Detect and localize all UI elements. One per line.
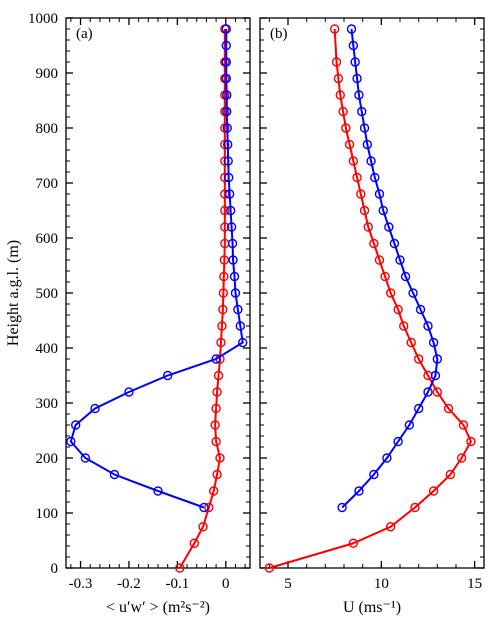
yaxis-label-text: Height a.g.l. (m) — [5, 240, 22, 346]
svg-text:900: 900 — [36, 66, 59, 82]
svg-text:5: 5 — [284, 576, 292, 592]
svg-text:800: 800 — [36, 121, 59, 137]
chart-svg: -0.3 -0.2 -0.1 0 0 100 200 300 400 500 600 700 800 90… — [0, 0, 500, 636]
svg-text:0: 0 — [51, 561, 59, 577]
svg-text:700: 700 — [36, 176, 59, 192]
svg-text:1000: 1000 — [28, 11, 58, 27]
svg-text:-0.2: -0.2 — [117, 576, 141, 592]
svg-text:(b): (b) — [270, 26, 288, 42]
panel-b: 5 10 15 (b) U (ms⁻¹) — [260, 18, 484, 616]
svg-text:< u′w′ > (m²s⁻²): < u′w′ > (m²s⁻²) — [106, 599, 210, 616]
svg-text:-0.1: -0.1 — [165, 576, 189, 592]
svg-text:300: 300 — [36, 396, 59, 412]
svg-text:(a): (a) — [76, 26, 93, 42]
svg-text:600: 600 — [36, 231, 59, 247]
figure: -0.3 -0.2 -0.1 0 0 100 200 300 400 500 600 700 800 90… — [0, 0, 500, 636]
svg-text:400: 400 — [36, 341, 59, 357]
svg-text:-0.3: -0.3 — [69, 576, 93, 592]
svg-text:200: 200 — [36, 451, 59, 467]
svg-text:U (ms⁻¹): U (ms⁻¹) — [343, 599, 401, 616]
svg-text:500: 500 — [36, 286, 59, 302]
svg-text:15: 15 — [467, 576, 482, 592]
svg-text:100: 100 — [36, 506, 59, 522]
svg-text:10: 10 — [374, 576, 389, 592]
svg-text:0: 0 — [222, 576, 230, 592]
panel-a: -0.3 -0.2 -0.1 0 0 100 200 300 400 500 600 700 800 90… — [28, 11, 250, 616]
